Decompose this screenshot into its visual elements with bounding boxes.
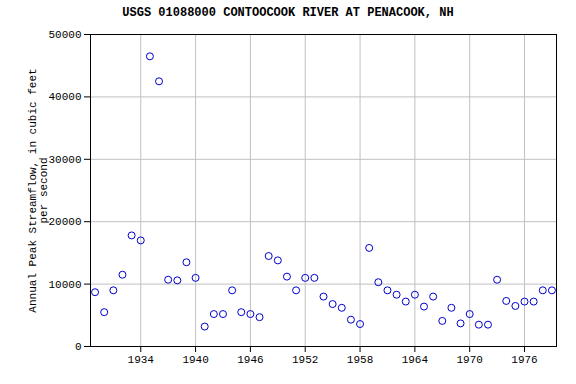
svg-text:1958: 1958 <box>347 354 373 366</box>
svg-text:1946: 1946 <box>237 354 263 366</box>
svg-text:40000: 40000 <box>48 91 81 103</box>
html-text:USGS 01088000 CONTOOCOOK RIVER: USGS 01088000 CONTOOCOOK RIVER AT PENACO… <box>122 6 454 20</box>
svg-text:1934: 1934 <box>128 354 155 366</box>
svg-text:1952: 1952 <box>292 354 318 366</box>
svg-text:1940: 1940 <box>182 354 208 366</box>
svg-text:1976: 1976 <box>511 354 537 366</box>
svg-text:1964: 1964 <box>402 354 429 366</box>
svg-text:20000: 20000 <box>48 216 81 228</box>
svg-text:1970: 1970 <box>456 354 482 366</box>
svg-text:10000: 10000 <box>48 279 81 291</box>
svg-text:Annual Peak Streamflow, in cub: Annual Peak Streamflow, in cubic feetper… <box>27 68 50 312</box>
svg-text:30000: 30000 <box>48 154 81 166</box>
svg-text:50000: 50000 <box>48 29 81 41</box>
svg-text:0: 0 <box>75 341 82 353</box>
